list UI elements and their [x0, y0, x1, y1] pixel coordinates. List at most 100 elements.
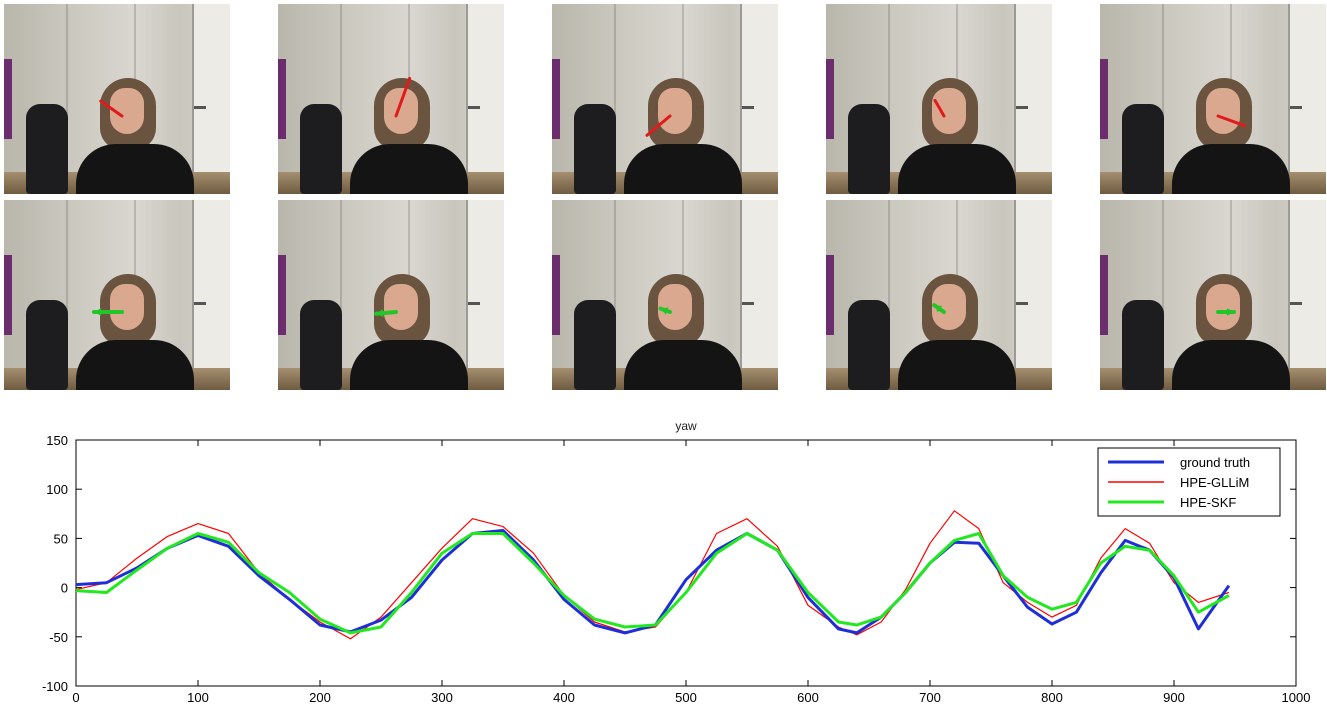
- frame-person-edge: [552, 59, 560, 139]
- frame-face: [384, 88, 418, 134]
- frame-body: [350, 340, 468, 390]
- frame-coat: [26, 300, 68, 390]
- pose-arrow-line: [1216, 114, 1246, 128]
- door-handle: [468, 302, 480, 305]
- frame-person-edge: [4, 255, 12, 335]
- head-pose-arrow: [645, 114, 672, 137]
- door-handle: [194, 106, 206, 109]
- chart-title: yaw: [675, 419, 697, 433]
- head-pose-arrow: [933, 98, 946, 118]
- frame-door: [1288, 200, 1326, 368]
- x-tick-label: 600: [797, 690, 819, 704]
- pose-arrow-line: [99, 99, 124, 118]
- video-frame-bottom-4: [826, 200, 1052, 390]
- x-tick-label: 100: [187, 690, 209, 704]
- y-tick-label: 100: [46, 482, 68, 497]
- video-frame-top-4: [826, 4, 1052, 194]
- frame-coat: [300, 300, 342, 390]
- y-tick-label: 50: [54, 531, 68, 546]
- series-line-ground-truth: [75, 529, 1231, 635]
- frame-body: [350, 144, 468, 194]
- frame-body: [1172, 144, 1290, 194]
- frame-body: [898, 144, 1016, 194]
- frame-wall-line: [340, 4, 342, 172]
- frame-wall-line: [888, 4, 890, 172]
- frame-coat: [1122, 104, 1164, 194]
- frame-body: [76, 144, 194, 194]
- x-tick-label: 200: [309, 690, 331, 704]
- frame-wall-line: [66, 200, 68, 368]
- legend-label: HPE-GLLiM: [1180, 475, 1249, 490]
- frame-body: [624, 144, 742, 194]
- yaw-chart: yaw 0 100 200 300 400 500 600 700 800 900 1000 -100-…: [0, 410, 1327, 704]
- head-pose-arrow: [1216, 114, 1246, 128]
- legend-label: ground truth: [1180, 455, 1250, 470]
- frame-person-edge: [4, 59, 12, 139]
- series-line-hpe-gllim: [75, 510, 1230, 640]
- head-pose-arrow: [658, 306, 672, 315]
- frame-coat: [26, 104, 68, 194]
- y-tick-label: 150: [46, 433, 68, 448]
- frame-coat: [574, 104, 616, 194]
- frame-coat: [848, 300, 890, 390]
- frame-door: [1288, 4, 1326, 172]
- video-frame-bottom-3: [552, 200, 778, 390]
- frame-coat: [1122, 300, 1164, 390]
- frame-person-edge: [278, 59, 286, 139]
- frame-door: [466, 200, 504, 368]
- frame-door: [1014, 4, 1052, 172]
- door-handle: [468, 106, 480, 109]
- frame-body: [624, 340, 742, 390]
- pose-arrow-head: [934, 305, 943, 313]
- video-frame-bottom-2: [278, 200, 504, 390]
- head-pose-arrow: [1216, 308, 1236, 316]
- frame-door: [740, 4, 778, 172]
- frame-face: [658, 88, 692, 134]
- frame-person-edge: [278, 255, 286, 335]
- head-pose-arrow: [932, 303, 946, 314]
- frame-person-edge: [552, 255, 560, 335]
- pose-arrow-head: [376, 309, 384, 317]
- y-tick-label: 0: [61, 581, 68, 596]
- frame-wall-line: [888, 200, 890, 368]
- video-frame-top-2: [278, 4, 504, 194]
- door-handle: [1290, 302, 1302, 305]
- door-handle: [194, 302, 206, 305]
- video-frame-bottom-5: [1100, 200, 1326, 390]
- x-tick-label: 400: [553, 690, 575, 704]
- door-handle: [1290, 106, 1302, 109]
- frame-face: [110, 284, 144, 330]
- frame-person-edge: [826, 255, 834, 335]
- frame-face: [1206, 88, 1240, 134]
- x-tick-label: 800: [1041, 690, 1063, 704]
- frame-wall-line: [66, 4, 68, 172]
- pose-arrow-line: [933, 98, 946, 118]
- frame-body: [898, 340, 1016, 390]
- x-tick-label: 0: [72, 690, 79, 704]
- series-line-hpe-skf: [75, 532, 1230, 635]
- video-frame-top-3: [552, 4, 778, 194]
- y-tick-label: -50: [49, 630, 68, 645]
- head-pose-arrow: [92, 308, 124, 316]
- pose-arrow-head: [1226, 308, 1234, 316]
- frame-wall-line: [1162, 4, 1164, 172]
- frame-coat: [848, 104, 890, 194]
- x-tick-label: 500: [675, 690, 697, 704]
- frame-wall-line: [340, 200, 342, 368]
- pose-arrow-head: [94, 308, 102, 316]
- frame-person-edge: [1100, 255, 1108, 335]
- frame-body: [76, 340, 194, 390]
- frame-face: [658, 284, 692, 330]
- head-pose-arrow: [99, 99, 124, 118]
- frame-face: [1206, 284, 1240, 330]
- frame-door: [740, 200, 778, 368]
- frame-person-edge: [826, 59, 834, 139]
- video-frame-bottom-1: [4, 200, 230, 390]
- video-frame-top-1: [4, 4, 230, 194]
- x-tick-label: 1000: [1282, 690, 1311, 704]
- x-tick-label: 700: [919, 690, 941, 704]
- door-handle: [742, 302, 754, 305]
- frame-person-edge: [1100, 59, 1108, 139]
- frame-door: [466, 4, 504, 172]
